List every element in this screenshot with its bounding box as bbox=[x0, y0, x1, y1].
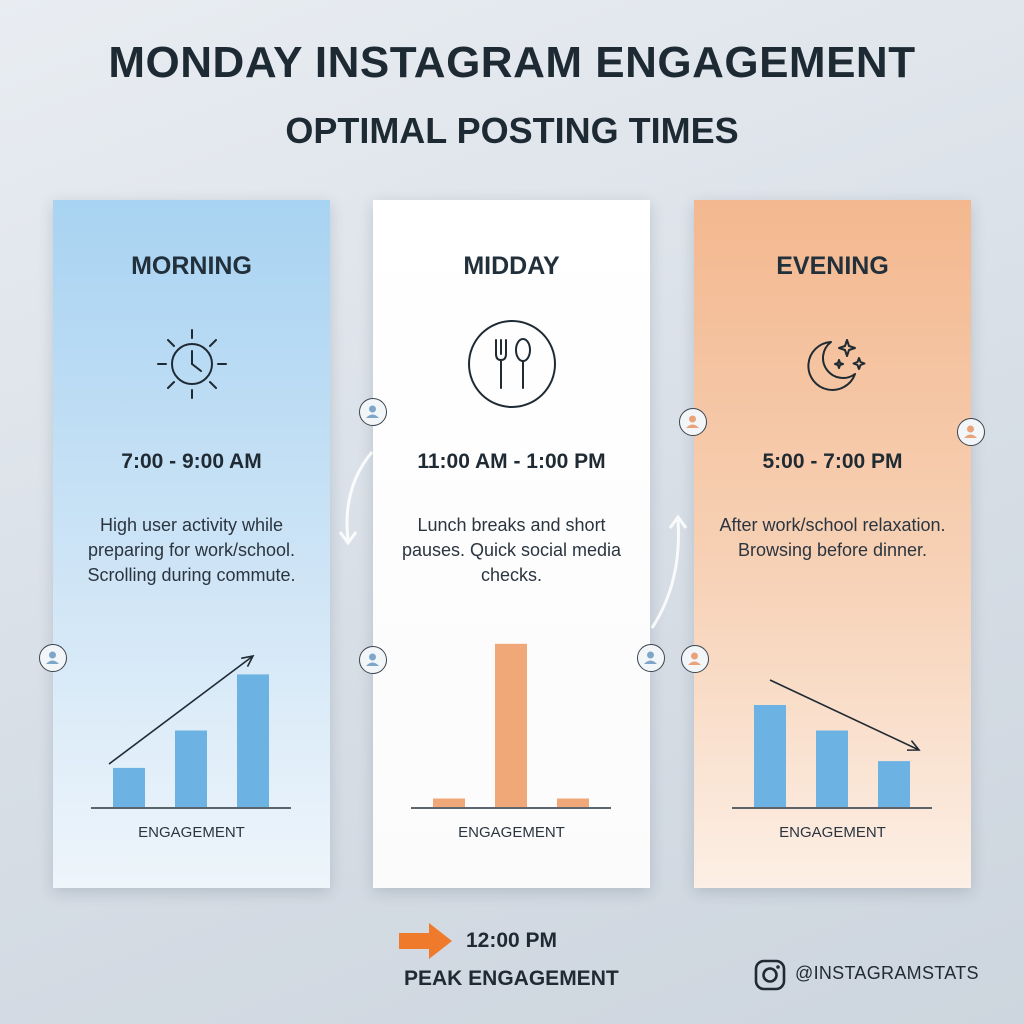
user-avatar-icon bbox=[679, 408, 707, 436]
peak-time: 12:00 PM bbox=[466, 929, 558, 952]
flow-arrow-right bbox=[650, 514, 688, 629]
evening-bar-3 bbox=[878, 761, 910, 807]
morning-bar-1 bbox=[113, 767, 145, 807]
morning-engagement-chart bbox=[91, 654, 291, 809]
morning-chart-xlabel: ENGAGEMENT bbox=[138, 824, 245, 841]
flow-arrow-left bbox=[338, 451, 374, 546]
page-title: MONDAY INSTAGRAM ENGAGEMENT bbox=[108, 38, 916, 87]
morning-panel: MORNING 7:00 - 9:00 AM High user activit… bbox=[53, 200, 330, 888]
evening-time: 5:00 - 7:00 PM bbox=[762, 450, 903, 473]
morning-bar-3 bbox=[237, 674, 269, 807]
account-handle: @INSTAGRAMSTATS bbox=[795, 963, 979, 983]
evening-chart-xlabel: ENGAGEMENT bbox=[779, 824, 886, 841]
user-avatar-icon bbox=[681, 645, 709, 673]
moon-stars-icon bbox=[807, 339, 866, 391]
evening-bar-2 bbox=[816, 730, 848, 807]
midday-time: 11:00 AM - 1:00 PM bbox=[417, 450, 606, 473]
evening-bar-1 bbox=[754, 705, 786, 807]
midday-bar-2 bbox=[495, 643, 527, 807]
evening-panel: EVENING 5:00 - 7:00 PM After work/school… bbox=[694, 200, 971, 888]
page-subtitle: OPTIMAL POSTING TIMES bbox=[285, 110, 739, 151]
sun-clock-icon bbox=[157, 329, 227, 399]
user-avatar-icon bbox=[637, 644, 665, 672]
midday-bar-1 bbox=[433, 798, 465, 807]
morning-trend-arrow bbox=[108, 654, 255, 765]
user-avatar-icon bbox=[359, 646, 387, 674]
evening-heading: EVENING bbox=[776, 252, 889, 280]
midday-heading: MIDDAY bbox=[463, 252, 560, 280]
fork-spoon-icon bbox=[468, 320, 556, 408]
user-avatar-icon bbox=[957, 418, 985, 446]
morning-heading: MORNING bbox=[131, 252, 252, 280]
morning-description: High user activity while preparing for w… bbox=[87, 515, 296, 585]
morning-bar-2 bbox=[175, 730, 207, 807]
midday-bar-3 bbox=[557, 798, 589, 807]
instagram-icon bbox=[754, 959, 786, 991]
morning-time: 7:00 - 9:00 AM bbox=[121, 450, 262, 473]
evening-description: After work/school relaxation. Browsing b… bbox=[719, 515, 946, 560]
peak-label: PEAK ENGAGEMENT bbox=[404, 967, 619, 990]
user-avatar-icon bbox=[39, 644, 67, 672]
evening-trend-arrow bbox=[769, 679, 921, 751]
evening-engagement-chart bbox=[732, 679, 932, 809]
peak-arrow-icon bbox=[399, 923, 452, 959]
midday-engagement-chart bbox=[411, 643, 611, 809]
midday-description: Lunch breaks and short pauses. Quick soc… bbox=[401, 515, 622, 585]
midday-chart-xlabel: ENGAGEMENT bbox=[458, 824, 565, 841]
midday-panel: MIDDAY 11:00 AM - 1:00 PM Lunch breaks a… bbox=[373, 200, 650, 888]
user-avatar-icon bbox=[359, 398, 387, 426]
